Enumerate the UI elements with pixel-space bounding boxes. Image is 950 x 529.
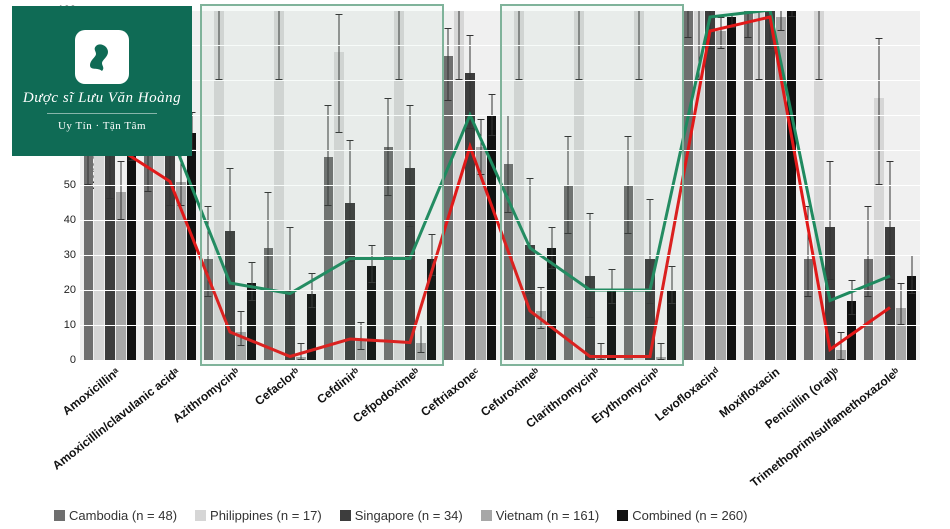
logo-divider bbox=[47, 113, 157, 114]
bar bbox=[804, 259, 814, 361]
bar bbox=[487, 115, 497, 360]
bar bbox=[465, 73, 475, 360]
error-bar bbox=[851, 280, 852, 315]
bar bbox=[144, 143, 154, 360]
bar bbox=[727, 17, 737, 360]
legend: Cambodia (n = 48) Philippines (n = 17) Sin… bbox=[54, 508, 747, 523]
legend-item: Vietnam (n = 161) bbox=[481, 508, 599, 523]
bar bbox=[127, 143, 137, 360]
bar bbox=[776, 17, 786, 360]
error-bar bbox=[879, 38, 880, 185]
legend-item: Cambodia (n = 48) bbox=[54, 508, 177, 523]
bar bbox=[885, 227, 895, 360]
legend-label: Combined (n = 260) bbox=[632, 508, 747, 523]
legend-item: Philippines (n = 17) bbox=[195, 508, 322, 523]
y-tick: 20 bbox=[52, 284, 80, 296]
error-bar bbox=[780, 10, 781, 31]
y-tick: 50 bbox=[52, 179, 80, 191]
bar bbox=[105, 143, 115, 360]
legend-label: Cambodia (n = 48) bbox=[69, 508, 177, 523]
legend-swatch bbox=[617, 510, 628, 521]
highlight-box bbox=[500, 4, 684, 366]
y-tick: 40 bbox=[52, 214, 80, 226]
logo-cross-icon bbox=[75, 30, 129, 84]
error-bar bbox=[791, 10, 792, 17]
error-bar bbox=[710, 10, 711, 49]
legend-label: Singapore (n = 34) bbox=[355, 508, 463, 523]
bar bbox=[864, 259, 874, 361]
error-bar bbox=[770, 10, 771, 49]
bar bbox=[444, 56, 454, 361]
bar bbox=[874, 98, 884, 361]
error-bar bbox=[731, 14, 732, 28]
error-bar bbox=[448, 28, 449, 102]
legend-label: Vietnam (n = 161) bbox=[496, 508, 599, 523]
legend-swatch bbox=[54, 510, 65, 521]
y-tick: 0 bbox=[52, 354, 80, 366]
bar bbox=[176, 182, 186, 361]
legend-swatch bbox=[340, 510, 351, 521]
error-bar bbox=[180, 154, 181, 207]
bar bbox=[116, 192, 126, 360]
y-tick: 10 bbox=[52, 319, 80, 331]
chart-stage: Percentage susceptible AmoxicillinᵃAmoxi… bbox=[0, 0, 950, 529]
legend-swatch bbox=[195, 510, 206, 521]
plot-area: Percentage susceptible AmoxicillinᵃAmoxi… bbox=[80, 10, 920, 360]
error-bar bbox=[911, 255, 912, 294]
brand-logo: Dược sĩ Lưu Văn Hoàng Uy Tín · Tận Tâm bbox=[12, 6, 192, 156]
bar bbox=[476, 147, 486, 361]
bar bbox=[825, 227, 835, 360]
legend-label: Philippines (n = 17) bbox=[210, 508, 322, 523]
legend-item: Singapore (n = 34) bbox=[340, 508, 463, 523]
y-tick: 30 bbox=[52, 249, 80, 261]
legend-swatch bbox=[481, 510, 492, 521]
highlight-box bbox=[200, 4, 444, 366]
error-bar bbox=[720, 17, 721, 49]
logo-subtitle: Uy Tín · Tận Tâm bbox=[58, 120, 146, 132]
error-bar bbox=[688, 10, 689, 38]
error-bar bbox=[480, 119, 481, 175]
error-bar bbox=[748, 10, 749, 38]
logo-title: Dược sĩ Lưu Văn Hoàng bbox=[23, 90, 181, 107]
bar bbox=[84, 143, 94, 360]
legend-item: Combined (n = 260) bbox=[617, 508, 747, 523]
error-bar bbox=[120, 161, 121, 221]
